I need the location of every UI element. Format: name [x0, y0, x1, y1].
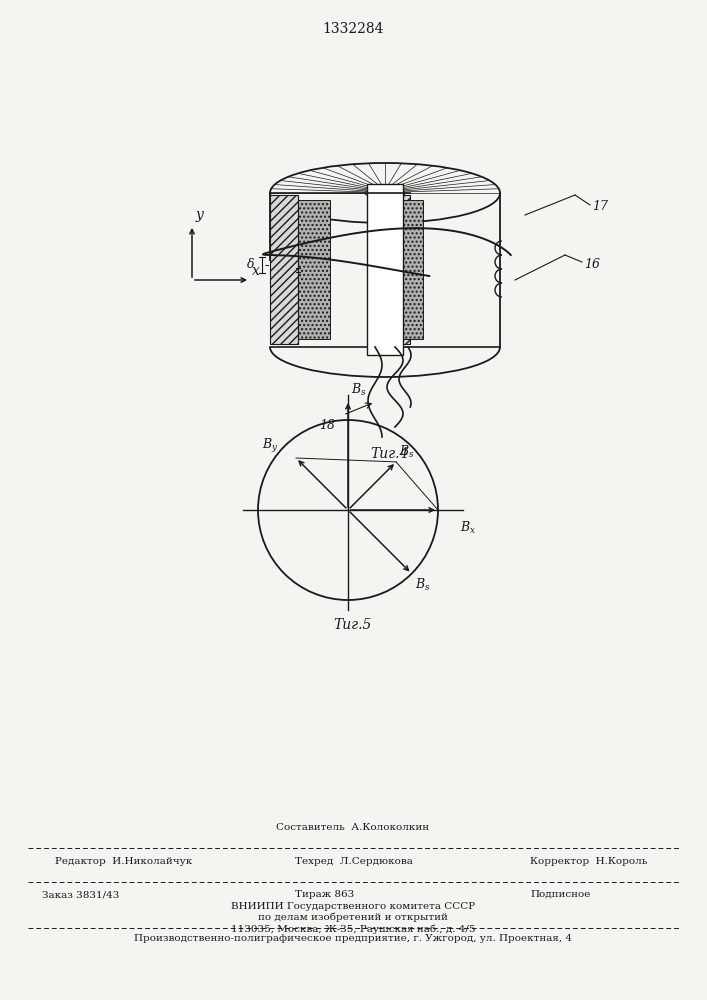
Text: $B_s$: $B_s$	[414, 577, 430, 593]
Text: 1332284: 1332284	[322, 22, 384, 36]
Bar	[403, 200, 423, 339]
Text: Корректор  Н.Король: Корректор Н.Король	[530, 857, 648, 866]
Text: Производственно-полиграфическое предприятие, г. Ужгород, ул. Проектная, 4: Производственно-полиграфическое предприя…	[134, 934, 572, 943]
Text: Составитель  А.Колоколкин: Составитель А.Колоколкин	[276, 823, 430, 832]
Text: Тираж 863: Тираж 863	[295, 890, 354, 899]
Text: $B_x$: $B_x$	[460, 520, 477, 536]
Ellipse shape	[365, 188, 405, 198]
Text: по делам изобретений и открытий: по делам изобретений и открытий	[258, 913, 448, 922]
Bar	[388, 195, 410, 344]
Text: $B_s$: $B_s$	[399, 444, 414, 460]
Text: $B_s$: $B_s$	[351, 382, 366, 398]
Text: Подписное: Подписное	[530, 890, 590, 899]
Text: 18: 18	[319, 419, 335, 432]
Text: 17: 17	[592, 200, 608, 214]
Bar	[270, 195, 298, 344]
Text: Редактор  И.Николайчук: Редактор И.Николайчук	[55, 857, 192, 866]
Text: Τиг.4: Τиг.4	[370, 447, 409, 461]
Bar	[298, 200, 330, 339]
Bar	[367, 184, 403, 355]
Text: x: x	[252, 264, 260, 278]
Text: Τиг.5: Τиг.5	[334, 618, 372, 632]
Text: Заказ 3831/43: Заказ 3831/43	[42, 890, 119, 899]
Text: δ: δ	[247, 258, 254, 271]
Text: Техред  Л.Сердюкова: Техред Л.Сердюкова	[295, 857, 413, 866]
Text: 113035, Москва, Ж-35, Раушская наб., д. 4/5: 113035, Москва, Ж-35, Раушская наб., д. …	[230, 924, 475, 934]
Text: 16: 16	[584, 257, 600, 270]
Text: y: y	[196, 208, 204, 222]
Text: $B_y$: $B_y$	[262, 437, 278, 455]
Text: ВНИИПИ Государственного комитета СССР: ВНИИПИ Государственного комитета СССР	[231, 902, 475, 911]
